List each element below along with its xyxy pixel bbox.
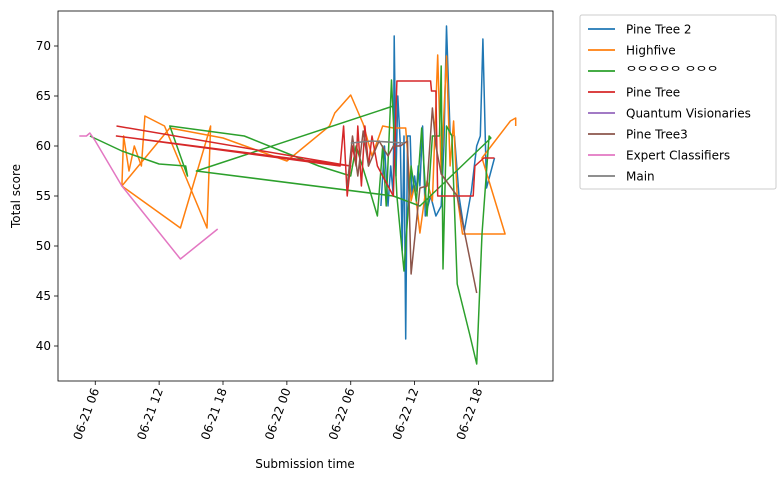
series-line-6 bbox=[79, 132, 219, 260]
legend-label: Pine Tree bbox=[626, 86, 680, 100]
series-line-3 bbox=[115, 80, 495, 197]
y-tick-label: 45 bbox=[36, 289, 51, 303]
x-tick-label: 06-22 00 bbox=[262, 386, 294, 441]
x-tick-label: 06-21 12 bbox=[134, 386, 166, 441]
legend-label: Main bbox=[626, 170, 655, 184]
legend-label: Expert Classifiers bbox=[626, 149, 730, 163]
series-line-0 bbox=[380, 25, 496, 340]
legend: Pine Tree 2 Highfive ᄋᄋᄋᄋᄋ ᄋᄋᄋ Pine Tree Qua… bbox=[579, 14, 777, 190]
plot-lines bbox=[79, 25, 517, 365]
x-tick-label: 06-22 18 bbox=[454, 386, 486, 441]
series-line-1 bbox=[121, 54, 517, 235]
x-axis-label: Submission time bbox=[255, 457, 355, 471]
legend-frame bbox=[579, 14, 777, 190]
x-axis: 06-21 06 06-21 12 06-21 18 06-22 00 06-22 06… bbox=[71, 381, 486, 442]
y-tick-label: 50 bbox=[36, 239, 51, 253]
x-tick-label: 06-21 06 bbox=[71, 386, 103, 441]
legend-label: Pine Tree 2 bbox=[626, 23, 692, 37]
y-tick-label: 65 bbox=[36, 89, 51, 103]
x-tick-label: 06-21 18 bbox=[198, 386, 230, 441]
legend-label: Pine Tree3 bbox=[626, 128, 688, 142]
legend-label: ᄋᄋᄋᄋᄋ ᄋᄋᄋ bbox=[626, 65, 718, 79]
legend-label: Quantum Visionaries bbox=[626, 107, 751, 121]
x-tick-label: 06-22 06 bbox=[326, 386, 358, 441]
y-axis: 40 45 50 55 60 65 70 bbox=[36, 39, 58, 353]
legend-label: Highfive bbox=[626, 44, 676, 58]
x-tick-label: 06-22 12 bbox=[390, 386, 422, 441]
y-tick-label: 60 bbox=[36, 139, 51, 153]
y-tick-label: 55 bbox=[36, 189, 51, 203]
y-tick-label: 40 bbox=[36, 339, 51, 353]
y-tick-label: 70 bbox=[36, 39, 51, 53]
series-line-2 bbox=[89, 65, 492, 365]
series-line-7 bbox=[350, 140, 405, 144]
y-axis-label: Total score bbox=[9, 164, 23, 229]
